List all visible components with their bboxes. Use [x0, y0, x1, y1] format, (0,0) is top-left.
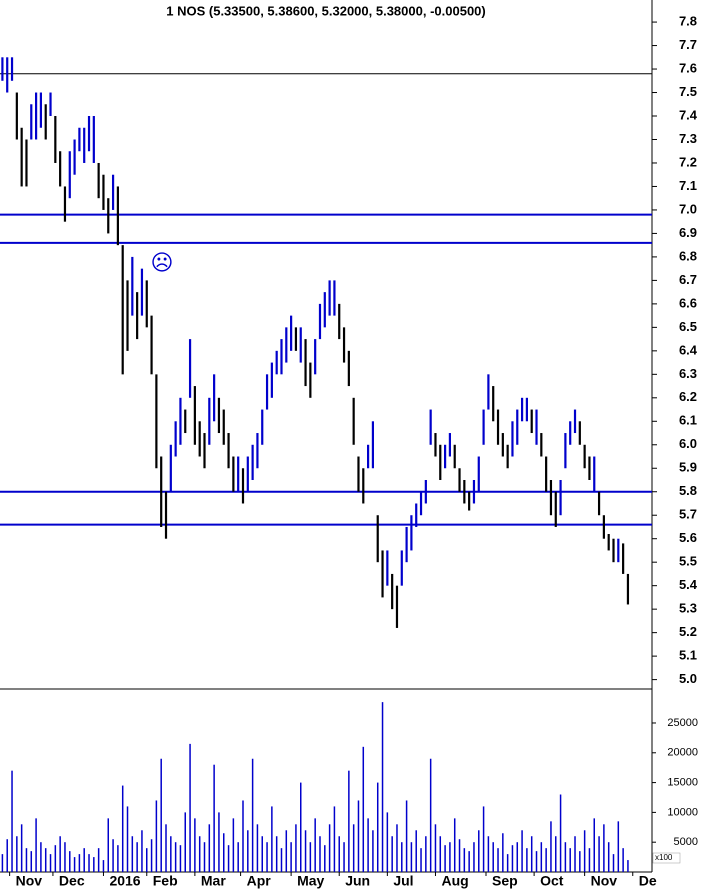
y-tick-label: 10000 [667, 806, 698, 818]
y-tick-label: 5.9 [679, 460, 697, 475]
y-tick-label: 6.9 [679, 225, 697, 240]
y-tick-label: 20000 [667, 747, 698, 759]
unit-label: x100 [655, 853, 673, 862]
y-tick-label: 6.2 [679, 389, 697, 404]
x-tick-label: Oct [540, 873, 564, 889]
y-tick-label: 7.8 [679, 14, 697, 29]
y-tick-label: 25000 [667, 717, 698, 729]
x-tick-label: Mar [201, 873, 226, 889]
x-tick-label: Jun [345, 873, 370, 889]
x-tick-label: Nov [591, 873, 618, 889]
y-tick-label: 6.1 [679, 413, 697, 428]
y-tick-label: 7.2 [679, 154, 697, 169]
y-tick-label: 15000 [667, 776, 698, 788]
x-tick-label: Dec [59, 873, 85, 889]
y-tick-label: 7.0 [679, 201, 697, 216]
y-tick-label: 5.2 [679, 624, 697, 639]
x-tick-label: 2016 [109, 873, 140, 889]
x-tick-label: Aug [441, 873, 468, 889]
y-tick-label: 6.4 [679, 342, 698, 357]
x-tick-label: Sep [492, 873, 518, 889]
annotation: ☹ [151, 250, 174, 275]
y-tick-label: 7.5 [679, 84, 697, 99]
x-tick-label: May [297, 873, 324, 889]
y-tick-label: 5.0 [679, 671, 697, 686]
y-tick-label: 7.6 [679, 60, 697, 75]
y-tick-label: 5.4 [679, 577, 698, 592]
y-tick-label: 5.6 [679, 530, 697, 545]
chart-title: 1 NOS (5.33500, 5.38600, 5.32000, 5.3800… [166, 3, 485, 18]
y-tick-label: 6.0 [679, 436, 697, 451]
y-tick-label: 5.3 [679, 601, 697, 616]
y-tick-label: 5000 [674, 836, 698, 848]
y-tick-label: 6.6 [679, 295, 697, 310]
y-tick-label: 6.5 [679, 319, 697, 334]
x-tick-label: Apr [247, 873, 272, 889]
y-tick-label: 7.4 [679, 107, 698, 122]
y-tick-label: 5.8 [679, 483, 697, 498]
y-tick-label: 7.3 [679, 131, 697, 146]
y-tick-label: 5.1 [679, 648, 697, 663]
y-tick-label: 6.3 [679, 366, 697, 381]
x-tick-label: Nov [16, 873, 43, 889]
x-tick-label: Jul [393, 873, 413, 889]
x-tick-label: De [639, 873, 657, 889]
y-tick-label: 7.7 [679, 37, 697, 52]
y-tick-label: 6.7 [679, 272, 697, 287]
y-tick-label: 6.8 [679, 248, 697, 263]
y-tick-label: 5.7 [679, 507, 697, 522]
unit-box [652, 852, 681, 864]
y-tick-label: 5.5 [679, 554, 697, 569]
x-tick-label: Feb [153, 873, 178, 889]
y-tick-label: 7.1 [679, 178, 697, 193]
